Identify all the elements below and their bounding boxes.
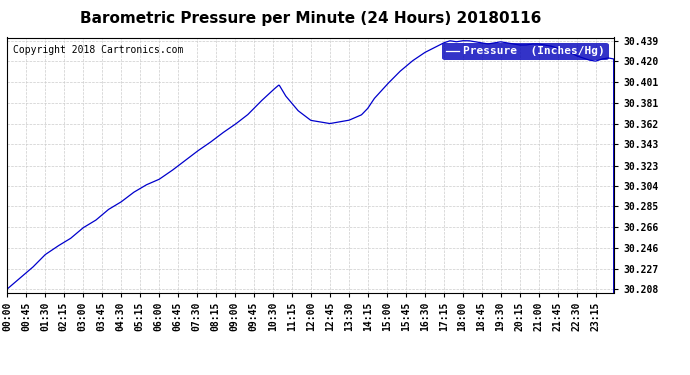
Pressure  (Inches/Hg) [484,42,493,46]
Pressure  (Inches/Hg) [123,195,131,200]
Pressure  (Inches/Hg) [459,39,467,43]
Text: Barometric Pressure per Minute (24 Hours) 20180116: Barometric Pressure per Minute (24 Hours… [80,11,541,26]
Line: Pressure  (Inches/Hg): Pressure (Inches/Hg) [7,41,614,375]
Pressure  (Inches/Hg) [206,140,214,145]
Legend: Pressure  (Inches/Hg): Pressure (Inches/Hg) [442,43,609,60]
Pressure  (Inches/Hg) [405,62,413,66]
Text: Copyright 2018 Cartronics.com: Copyright 2018 Cartronics.com [13,45,184,55]
Pressure  (Inches/Hg) [538,42,546,47]
Pressure  (Inches/Hg) [138,185,146,190]
